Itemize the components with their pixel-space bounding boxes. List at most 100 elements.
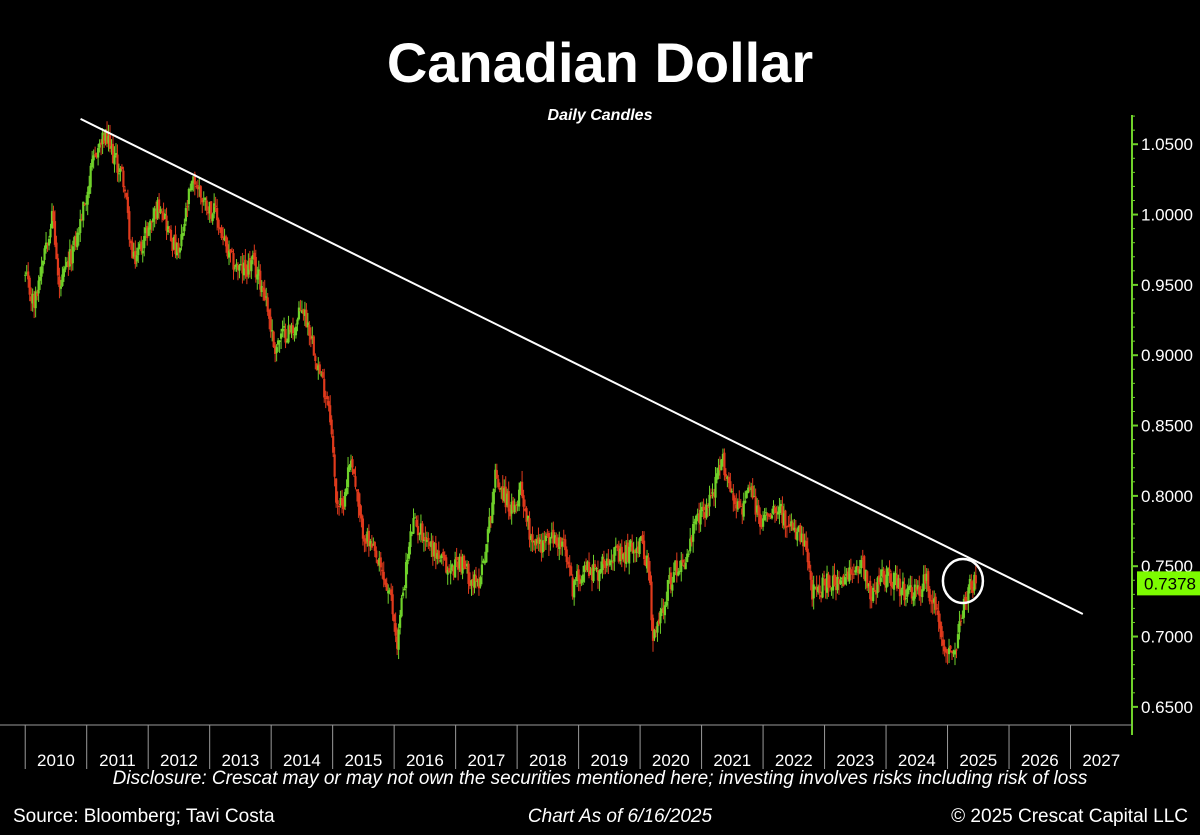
candle-body (178, 247, 182, 253)
candle-body (593, 564, 597, 568)
candle (68, 239, 71, 270)
x-tick-label: 2020 (652, 751, 690, 770)
candle (617, 540, 620, 564)
candle-body (831, 575, 835, 591)
candle-body (900, 589, 903, 595)
candle (180, 224, 183, 251)
candle (794, 519, 797, 540)
candle (320, 371, 323, 377)
candle-body (422, 539, 426, 542)
candle-body (439, 560, 442, 562)
candle-body (94, 154, 97, 156)
candle (342, 496, 345, 516)
candle-body (330, 419, 333, 435)
candle-body (690, 537, 693, 543)
candle (500, 486, 503, 499)
candle (416, 515, 420, 544)
candle-body (586, 561, 589, 571)
candle (837, 571, 841, 595)
candle-body (329, 405, 332, 423)
candle (586, 560, 589, 573)
candle-body (318, 364, 321, 374)
candle-body (31, 293, 34, 304)
candle-body (355, 489, 359, 492)
candle-body (413, 517, 417, 519)
candle (357, 489, 360, 518)
candle (251, 250, 254, 265)
candle-body (467, 563, 470, 584)
candle (58, 267, 61, 299)
candle-body (259, 270, 262, 290)
candle-body (754, 496, 757, 515)
candle-body (464, 567, 467, 569)
candle-body (700, 506, 704, 512)
candle-body (138, 243, 141, 249)
candle (406, 553, 409, 575)
candle-body (897, 578, 900, 588)
candle (233, 264, 237, 272)
candle-body (497, 478, 500, 488)
candle-body (561, 541, 564, 547)
candle (565, 546, 568, 569)
candle (712, 488, 716, 507)
candle (168, 225, 171, 234)
candle-body (186, 206, 189, 208)
candle (811, 572, 814, 607)
candle-body (506, 493, 509, 506)
candle-body (492, 488, 495, 505)
candle (153, 205, 156, 228)
candle (98, 139, 101, 153)
candle-body (903, 583, 906, 601)
candle-body (708, 494, 711, 507)
candle-body (204, 197, 207, 201)
candle-body (300, 310, 304, 314)
candle (759, 507, 762, 535)
candle (422, 532, 426, 552)
candle-body (50, 211, 54, 229)
candle (230, 247, 234, 254)
candle-body (102, 135, 106, 144)
candle (61, 266, 64, 287)
candle (27, 262, 30, 288)
candle-body (393, 614, 396, 622)
candle (126, 189, 129, 220)
candle (412, 508, 415, 535)
candle-body (907, 586, 910, 591)
candle-body (348, 465, 351, 471)
candle (528, 511, 531, 548)
candle-body (372, 544, 375, 546)
y-tick-label: 0.8000 (1141, 487, 1193, 506)
candle (324, 390, 327, 409)
candle-body (721, 453, 725, 461)
candle (33, 290, 36, 319)
candle (820, 591, 823, 603)
candle (950, 649, 954, 660)
candle (137, 241, 140, 263)
candle (382, 561, 385, 588)
candle-body (364, 541, 367, 544)
candle (537, 527, 540, 552)
candle-body (668, 575, 671, 580)
candle-body (137, 247, 140, 256)
candle-body (781, 506, 784, 524)
candle-body (155, 211, 158, 220)
candle (214, 196, 217, 212)
x-tick-label: 2011 (99, 751, 136, 770)
candle (834, 575, 838, 601)
candle-body (598, 570, 601, 582)
candle (641, 531, 644, 545)
candle-body (507, 491, 510, 512)
candle-body (684, 562, 687, 570)
candle (236, 262, 240, 281)
candle-body (974, 575, 977, 584)
candle (238, 263, 241, 279)
candle-body (878, 575, 881, 585)
candle (300, 300, 304, 314)
candle (388, 587, 391, 595)
candle-body (229, 249, 232, 253)
candle-body (309, 335, 312, 340)
candle (656, 620, 659, 642)
candle-body (766, 513, 769, 516)
candle-body (86, 191, 89, 205)
candle-body (36, 293, 39, 297)
